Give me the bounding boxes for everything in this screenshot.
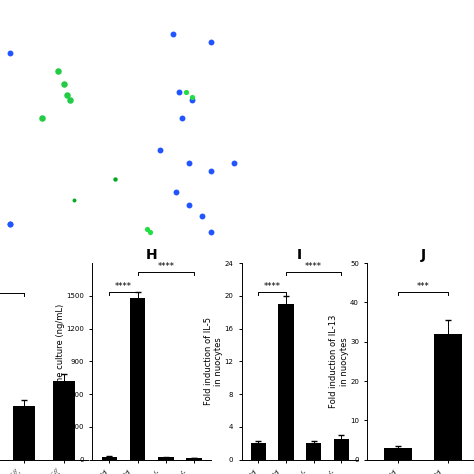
Point: [198, 212, 205, 219]
Point: [230, 159, 237, 167]
Point: [169, 30, 177, 38]
Point: [182, 88, 190, 96]
Y-axis label: Fold induction of IL-13
in nuocytes: Fold induction of IL-13 in nuocytes: [329, 315, 349, 408]
Text: ****: ****: [115, 282, 132, 291]
Bar: [306, 443, 321, 460]
Point: [60, 81, 68, 88]
Text: 10μm: 10μm: [192, 248, 206, 254]
Bar: [435, 334, 462, 460]
Bar: [53, 381, 75, 460]
Text: ****: ****: [157, 262, 174, 271]
Text: F: F: [160, 131, 170, 146]
Point: [156, 146, 164, 154]
Point: [38, 115, 46, 122]
Y-axis label: IL-13 in the culture (ng/mL): IL-13 in the culture (ng/mL): [56, 304, 65, 419]
Bar: [130, 298, 146, 460]
Bar: [8, 255, 32, 258]
Bar: [384, 448, 411, 460]
Text: B: B: [42, 16, 52, 30]
Title: J: J: [420, 248, 426, 262]
Text: E: E: [42, 131, 51, 146]
Title: H: H: [146, 248, 157, 262]
Point: [143, 225, 151, 233]
Point: [54, 67, 62, 75]
Text: ****: ****: [305, 262, 322, 271]
Bar: [186, 458, 202, 460]
Point: [185, 159, 192, 167]
Point: [208, 228, 215, 235]
Point: [70, 196, 77, 204]
Point: [208, 38, 215, 46]
Point: [6, 220, 13, 228]
Bar: [158, 457, 173, 460]
Text: 10μm: 10μm: [8, 137, 22, 142]
Bar: [101, 456, 117, 460]
Point: [64, 91, 71, 99]
Title: I: I: [297, 248, 302, 262]
Point: [188, 93, 196, 101]
Text: 10μm: 10μm: [8, 248, 22, 254]
Point: [146, 228, 154, 235]
Point: [208, 167, 215, 175]
Bar: [115, 255, 139, 258]
Point: [6, 49, 13, 56]
Bar: [251, 443, 266, 460]
Bar: [334, 439, 349, 460]
Text: 10μm: 10μm: [115, 248, 129, 254]
Point: [111, 175, 119, 182]
Bar: [278, 304, 293, 460]
Bar: [115, 143, 139, 146]
Point: [188, 96, 196, 104]
Bar: [13, 406, 35, 460]
Text: ****: ****: [264, 282, 281, 291]
Point: [172, 188, 180, 196]
Point: [175, 88, 183, 96]
Text: C: C: [160, 16, 170, 30]
Text: 10μm: 10μm: [192, 137, 206, 142]
Bar: [192, 255, 216, 258]
Text: 10μm: 10μm: [115, 137, 129, 142]
Y-axis label: Fold induction of IL-5
in nuocytes: Fold induction of IL-5 in nuocytes: [204, 318, 223, 405]
Bar: [192, 143, 216, 146]
Point: [6, 220, 13, 228]
Point: [179, 115, 186, 122]
Point: [185, 201, 192, 209]
Bar: [8, 143, 32, 146]
Text: ***: ***: [417, 282, 429, 291]
Point: [66, 96, 74, 104]
